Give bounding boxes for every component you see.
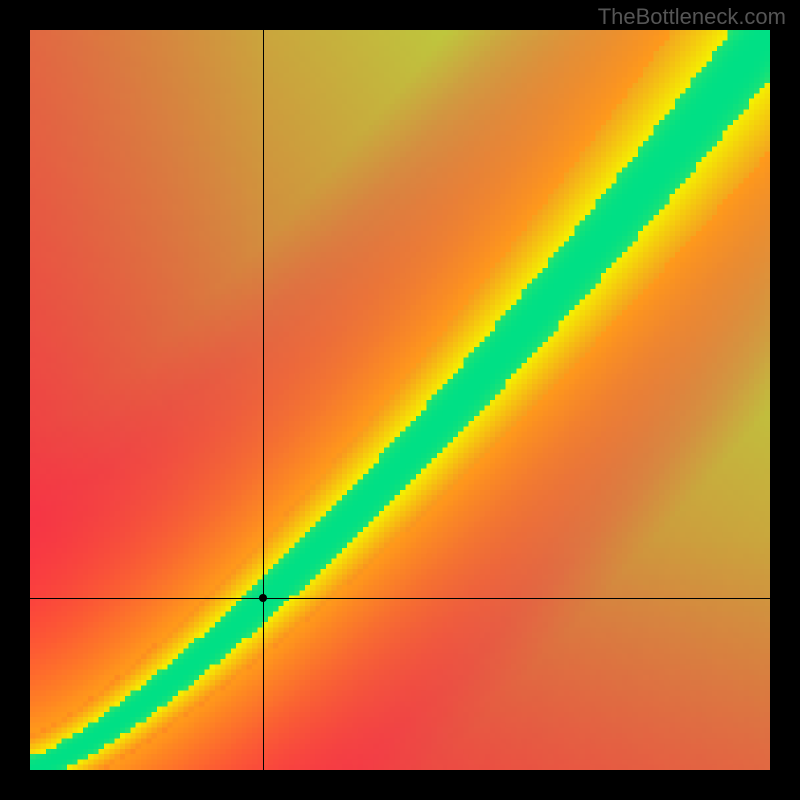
crosshair-vertical	[263, 30, 264, 770]
attribution-text: TheBottleneck.com	[598, 4, 786, 30]
bottleneck-heatmap	[30, 30, 770, 770]
crosshair-horizontal	[30, 598, 770, 599]
heatmap-canvas	[30, 30, 770, 770]
selected-point-marker	[259, 594, 267, 602]
